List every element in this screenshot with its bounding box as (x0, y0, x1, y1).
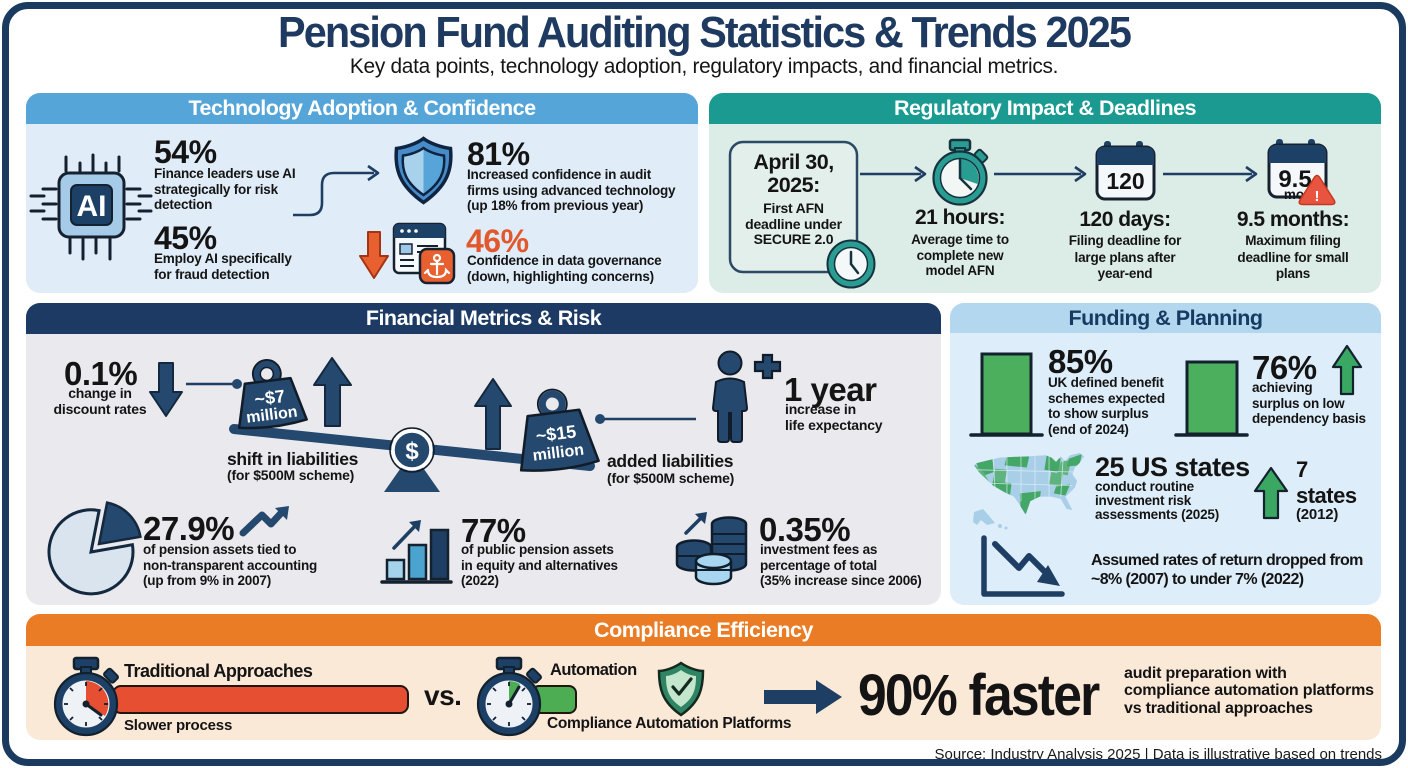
svg-text:!: ! (1315, 188, 1320, 205)
svg-text:million: million (532, 442, 585, 465)
svg-text:120: 120 (1106, 168, 1144, 194)
svg-text:million: million (245, 404, 298, 427)
svg-text:AI: AI (77, 190, 107, 223)
svg-text:9.5: 9.5 (1278, 166, 1311, 193)
svg-text:mo: mo (1284, 187, 1304, 202)
svg-text:$: $ (405, 438, 419, 465)
svg-text:~$7: ~$7 (253, 386, 286, 410)
svg-text:~$15: ~$15 (535, 421, 578, 446)
